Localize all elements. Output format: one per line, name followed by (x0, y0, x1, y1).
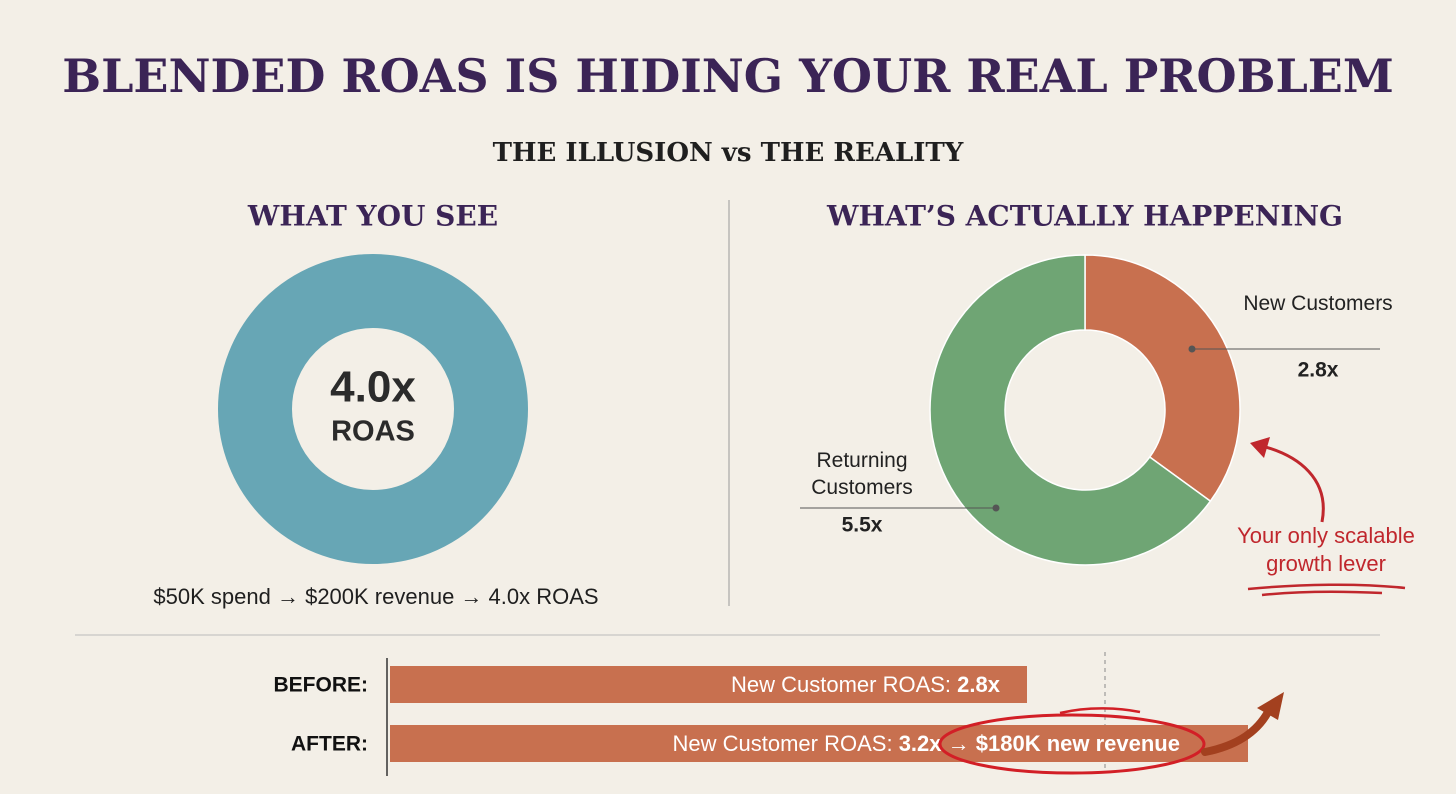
leader-dot (992, 504, 1000, 512)
bar (390, 725, 1248, 762)
bar-caption: New Customer ROAS: (673, 731, 893, 756)
bar-arrow: → (948, 731, 970, 756)
leader-dot (1188, 345, 1196, 353)
highlight-stroke (1059, 707, 1141, 715)
underline (1247, 583, 1406, 597)
title: BLENDED ROAS IS HIDING YOUR REAL PROBLEM (62, 49, 1394, 103)
growth-arrowhead (1257, 692, 1284, 720)
segment-label-box: New Customers (1243, 292, 1393, 315)
bar-text: New Customer ROAS: 3.2x → $180K new reve… (673, 731, 1181, 756)
bar-highlight: $180K new revenue (976, 731, 1180, 756)
right-heading: WHAT’S ACTUALLY HAPPENING (826, 200, 1343, 233)
bar-caption: New Customer ROAS: (731, 672, 951, 697)
callout-arrowhead (1250, 437, 1270, 458)
segment-roas: 5.5x (842, 514, 883, 537)
bar-label: AFTER: (291, 733, 368, 756)
ring (218, 254, 528, 564)
caption: $50K spend → $200K revenue → 4.0x ROAS (153, 584, 598, 609)
callout: Your only scalable growth lever (1237, 523, 1415, 576)
bar-text: New Customer ROAS: 2.8x (731, 672, 1001, 697)
bar-value: 2.8x (957, 672, 1001, 697)
ring-value: 4.0x (330, 363, 416, 412)
callout-arrow (1257, 443, 1325, 523)
bar-value: 3.2x (899, 731, 943, 756)
segment-name: Returning Customers (811, 449, 913, 499)
donut-segment (1084, 254, 1241, 503)
donut (929, 254, 1241, 566)
left-heading: WHAT YOU SEE (247, 200, 498, 233)
subtitle: THE ILLUSION vs THE REALITY (493, 138, 964, 168)
segment-label-box: Returning Customers (811, 449, 913, 499)
bar-label: BEFORE: (274, 674, 369, 697)
bar (390, 666, 1027, 703)
segment-name: New Customers (1243, 292, 1393, 315)
highlight-circle (938, 713, 1206, 775)
callout-box: Your only scalable growth lever (1237, 523, 1415, 576)
segment-roas: 2.8x (1298, 359, 1339, 382)
growth-arrow (1201, 708, 1272, 756)
ring-label: ROAS (331, 416, 415, 448)
donut-segment (929, 254, 1212, 566)
